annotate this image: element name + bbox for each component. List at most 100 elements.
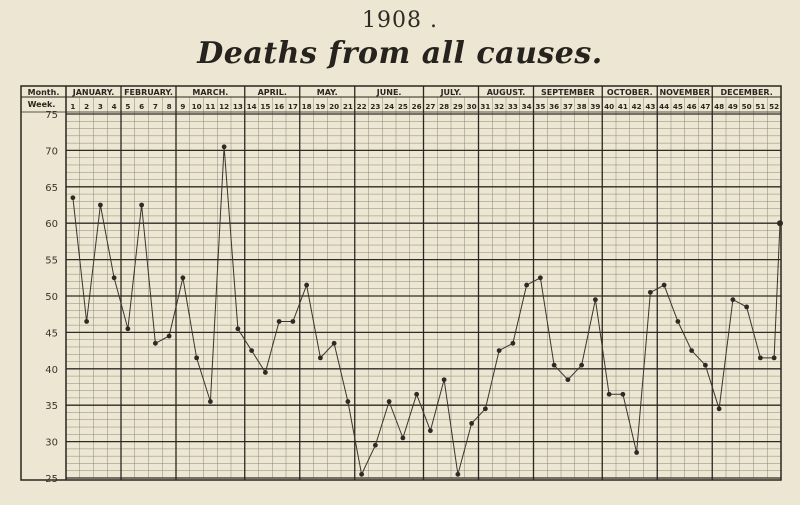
data-point <box>249 348 255 353</box>
week-label: 20 <box>329 102 339 111</box>
week-label: 11 <box>205 102 215 111</box>
month-label: NOVEMBER <box>659 88 710 97</box>
data-point <box>537 275 543 281</box>
week-label: 26 <box>412 102 422 111</box>
data-point <box>716 406 722 412</box>
month-label: JANUARY. <box>72 88 115 97</box>
week-label: 48 <box>714 102 724 111</box>
data-point <box>97 202 103 208</box>
week-label: 34 <box>522 102 532 111</box>
week-label: 3 <box>98 102 103 111</box>
week-label: 12 <box>219 102 229 111</box>
y-tick-label: 50 <box>45 292 58 303</box>
data-point <box>455 471 461 477</box>
data-point <box>70 195 76 201</box>
week-label: 44 <box>659 102 669 111</box>
data-point <box>661 282 667 288</box>
month-label: MARCH. <box>192 88 228 97</box>
week-label: 7 <box>153 102 158 111</box>
week-label: 31 <box>480 102 490 111</box>
week-label: 24 <box>384 102 394 111</box>
week-label: 22 <box>357 102 367 111</box>
week-label: 41 <box>618 102 628 111</box>
chart-frame <box>20 85 782 481</box>
week-label: 51 <box>755 102 765 111</box>
y-tick-label: 40 <box>45 365 58 376</box>
week-label: 27 <box>425 102 435 111</box>
week-label: 36 <box>549 102 559 111</box>
data-point <box>757 355 763 361</box>
data-point <box>730 297 736 303</box>
data-point <box>551 362 557 368</box>
week-label: 42 <box>632 102 642 111</box>
data-point <box>482 406 488 412</box>
week-label: 32 <box>494 102 504 111</box>
data-point <box>606 391 612 397</box>
month-label: APRIL. <box>258 88 287 97</box>
week-label: 1 <box>70 102 75 111</box>
y-tick-label: 35 <box>45 401 58 412</box>
week-label: 14 <box>247 102 257 111</box>
week-label: 16 <box>274 102 284 111</box>
data-point <box>139 202 145 208</box>
data-point <box>524 282 530 288</box>
y-tick-label: 65 <box>45 183 58 194</box>
data-point <box>194 355 200 361</box>
data-point <box>359 471 365 477</box>
week-label: 46 <box>687 102 697 111</box>
month-label: SEPTEMBER <box>541 88 595 97</box>
data-point <box>702 362 708 368</box>
data-point <box>304 282 310 288</box>
data-point-end <box>777 220 783 227</box>
week-label: 30 <box>467 102 477 111</box>
data-point <box>565 377 571 383</box>
week-label: 5 <box>125 102 130 111</box>
week-label: 52 <box>769 102 779 111</box>
week-label: 19 <box>315 102 325 111</box>
data-point <box>771 355 777 361</box>
y-tick-label: 45 <box>45 328 58 339</box>
week-label: 40 <box>604 102 614 111</box>
week-label: 6 <box>139 102 144 111</box>
week-label: 4 <box>112 102 117 111</box>
data-point <box>427 428 433 434</box>
week-label: 33 <box>508 102 518 111</box>
week-label: 15 <box>260 102 270 111</box>
month-label: DECEMBER. <box>720 88 772 97</box>
data-point <box>125 326 131 332</box>
data-point <box>331 340 337 346</box>
data-point <box>221 144 227 150</box>
data-point <box>496 348 502 353</box>
data-point <box>579 362 585 368</box>
data-point <box>386 399 392 404</box>
data-point <box>400 435 406 441</box>
data-point <box>620 391 626 397</box>
month-label: FEBRUARY. <box>124 88 173 97</box>
data-point <box>235 326 241 332</box>
week-label: 18 <box>302 102 312 111</box>
week-label: 39 <box>590 102 600 111</box>
data-point <box>317 355 323 361</box>
data-point <box>510 340 516 346</box>
y-tick-label: 70 <box>45 146 58 157</box>
week-label: 37 <box>563 102 573 111</box>
week-label: 45 <box>673 102 683 111</box>
data-point <box>207 399 213 404</box>
data-point <box>592 297 598 303</box>
data-point <box>675 319 681 324</box>
week-label: 21 <box>343 102 353 111</box>
week-label: 50 <box>742 102 752 111</box>
month-label: MAY. <box>317 88 338 97</box>
y-tick-label: 60 <box>45 219 58 230</box>
data-point <box>166 333 172 339</box>
month-label: JULY. <box>440 88 462 97</box>
chart-year: 1908 . <box>362 8 438 33</box>
data-point <box>689 348 695 353</box>
data-point <box>647 289 653 295</box>
data-point <box>180 275 186 281</box>
month-label: OCTOBER. <box>607 88 653 97</box>
week-header-label: Week. <box>28 100 56 109</box>
chart-title: Deaths from all causes. <box>197 36 603 71</box>
data-point <box>744 304 750 310</box>
